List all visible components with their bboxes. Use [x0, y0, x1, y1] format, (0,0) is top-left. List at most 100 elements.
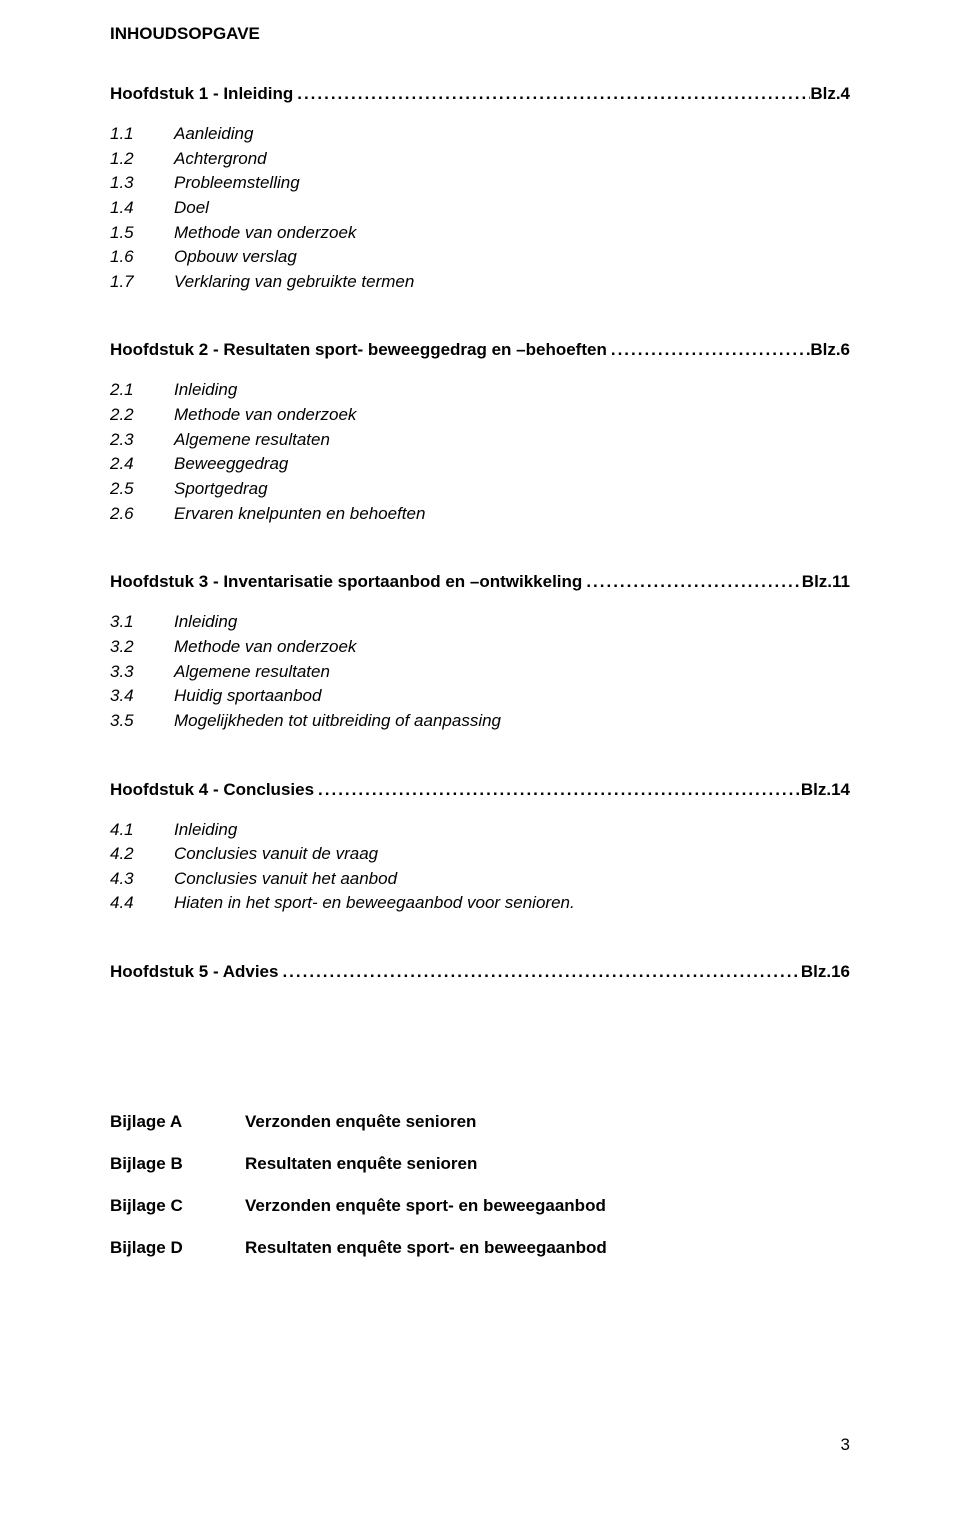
chapter-heading: Hoofdstuk 4 - Conclusies ...............… [110, 780, 850, 800]
sub-item: 1.7Verklaring van gebruikte termen [110, 270, 850, 295]
sub-num: 1.3 [110, 171, 174, 196]
sub-item: 1.4Doel [110, 196, 850, 221]
document-page: INHOUDSOPGAVE Hoofdstuk 1 - Inleiding ..… [0, 0, 960, 1519]
sub-num: 4.4 [110, 891, 174, 916]
chapter-heading: Hoofdstuk 3 - Inventarisatie sportaanbod… [110, 572, 850, 592]
sub-num: 1.7 [110, 270, 174, 295]
sub-item: 3.3Algemene resultaten [110, 660, 850, 685]
chapter-page-ref: Blz.16 [801, 962, 850, 982]
bijlage-row: Bijlage B Resultaten enquête senioren [110, 1154, 850, 1174]
chapter-label: Hoofdstuk 3 - Inventarisatie sportaanbod… [110, 572, 582, 592]
sub-num: 3.3 [110, 660, 174, 685]
sub-text: Methode van onderzoek [174, 221, 850, 246]
sub-num: 1.2 [110, 147, 174, 172]
sub-item: 4.4Hiaten in het sport- en beweegaanbod … [110, 891, 850, 916]
sub-item: 1.3Probleemstelling [110, 171, 850, 196]
doc-title: INHOUDSOPGAVE [110, 24, 850, 44]
sub-item: 3.1Inleiding [110, 610, 850, 635]
chapter-page-ref: Blz.4 [810, 84, 850, 104]
sub-num: 4.2 [110, 842, 174, 867]
sub-num: 4.1 [110, 818, 174, 843]
sub-item: 3.5Mogelijkheden tot uitbreiding of aanp… [110, 709, 850, 734]
sub-list: 1.1Aanleiding 1.2Achtergrond 1.3Probleem… [110, 122, 850, 294]
sub-list: 4.1Inleiding 4.2Conclusies vanuit de vra… [110, 818, 850, 917]
sub-item: 2.6Ervaren knelpunten en behoeften [110, 502, 850, 527]
sub-num: 4.3 [110, 867, 174, 892]
sub-text: Doel [174, 196, 850, 221]
bijlage-desc: Resultaten enquête sport- en beweegaanbo… [245, 1238, 607, 1258]
sub-list: 2.1Inleiding 2.2Methode van onderzoek 2.… [110, 378, 850, 526]
sub-text: Beweeggedrag [174, 452, 850, 477]
sub-item: 3.2Methode van onderzoek [110, 635, 850, 660]
sub-num: 3.1 [110, 610, 174, 635]
sub-num: 1.6 [110, 245, 174, 270]
sub-num: 1.4 [110, 196, 174, 221]
sub-item: 1.1Aanleiding [110, 122, 850, 147]
leader-dots: ........................................… [314, 780, 801, 800]
sub-num: 2.4 [110, 452, 174, 477]
chapter-label: Hoofdstuk 5 - Advies [110, 962, 278, 982]
bijlage-label: Bijlage D [110, 1238, 245, 1258]
leader-dots: ........................................… [278, 962, 800, 982]
chapter-page-ref: Blz.11 [802, 572, 850, 592]
sub-item: 2.2Methode van onderzoek [110, 403, 850, 428]
chapter-page-ref: Blz.14 [801, 780, 850, 800]
bijlage-desc: Verzonden enquête sport- en beweegaanbod [245, 1196, 606, 1216]
sub-text: Algemene resultaten [174, 660, 850, 685]
sub-text: Verklaring van gebruikte termen [174, 270, 850, 295]
sub-num: 2.5 [110, 477, 174, 502]
sub-item: 2.3Algemene resultaten [110, 428, 850, 453]
sub-text: Achtergrond [174, 147, 850, 172]
sub-text: Aanleiding [174, 122, 850, 147]
sub-item: 4.2Conclusies vanuit de vraag [110, 842, 850, 867]
sub-text: Ervaren knelpunten en behoeften [174, 502, 850, 527]
chapter-heading: Hoofdstuk 2 - Resultaten sport- beweegge… [110, 340, 850, 360]
chapter-page-ref: Blz.6 [810, 340, 850, 360]
chapter-heading: Hoofdstuk 5 - Advies ...................… [110, 962, 850, 982]
sub-text: Hiaten in het sport- en beweegaanbod voo… [174, 891, 850, 916]
sub-num: 2.3 [110, 428, 174, 453]
leader-dots: ........................................… [293, 84, 810, 104]
sub-num: 3.4 [110, 684, 174, 709]
page-number: 3 [841, 1435, 850, 1455]
bijlage-desc: Verzonden enquête senioren [245, 1112, 476, 1132]
sub-num: 2.1 [110, 378, 174, 403]
sub-text: Opbouw verslag [174, 245, 850, 270]
sub-num: 1.5 [110, 221, 174, 246]
sub-text: Methode van onderzoek [174, 635, 850, 660]
sub-num: 1.1 [110, 122, 174, 147]
sub-text: Inleiding [174, 378, 850, 403]
sub-text: Sportgedrag [174, 477, 850, 502]
sub-item: 4.3Conclusies vanuit het aanbod [110, 867, 850, 892]
bijlage-block: Bijlage A Verzonden enquête senioren Bij… [110, 1112, 850, 1258]
sub-text: Methode van onderzoek [174, 403, 850, 428]
sub-num: 2.2 [110, 403, 174, 428]
bijlage-label: Bijlage A [110, 1112, 245, 1132]
sub-text: Mogelijkheden tot uitbreiding of aanpass… [174, 709, 850, 734]
sub-num: 2.6 [110, 502, 174, 527]
sub-item: 1.2Achtergrond [110, 147, 850, 172]
leader-dots: ........................................… [607, 340, 810, 360]
bijlage-label: Bijlage C [110, 1196, 245, 1216]
bijlage-row: Bijlage C Verzonden enquête sport- en be… [110, 1196, 850, 1216]
sub-text: Probleemstelling [174, 171, 850, 196]
bijlage-row: Bijlage D Resultaten enquête sport- en b… [110, 1238, 850, 1258]
sub-item: 2.4Beweeggedrag [110, 452, 850, 477]
bijlage-desc: Resultaten enquête senioren [245, 1154, 477, 1174]
sub-num: 3.5 [110, 709, 174, 734]
sub-text: Conclusies vanuit het aanbod [174, 867, 850, 892]
bijlage-row: Bijlage A Verzonden enquête senioren [110, 1112, 850, 1132]
sub-item: 4.1Inleiding [110, 818, 850, 843]
chapter-label: Hoofdstuk 4 - Conclusies [110, 780, 314, 800]
sub-item: 2.5Sportgedrag [110, 477, 850, 502]
sub-num: 3.2 [110, 635, 174, 660]
sub-text: Inleiding [174, 818, 850, 843]
sub-text: Conclusies vanuit de vraag [174, 842, 850, 867]
sub-text: Algemene resultaten [174, 428, 850, 453]
bijlage-label: Bijlage B [110, 1154, 245, 1174]
sub-text: Inleiding [174, 610, 850, 635]
sub-item: 2.1Inleiding [110, 378, 850, 403]
sub-text: Huidig sportaanbod [174, 684, 850, 709]
sub-item: 3.4Huidig sportaanbod [110, 684, 850, 709]
chapter-heading: Hoofdstuk 1 - Inleiding ................… [110, 84, 850, 104]
